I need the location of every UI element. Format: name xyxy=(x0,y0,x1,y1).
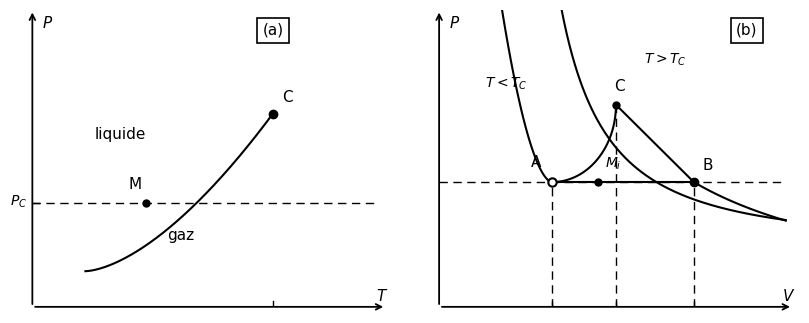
Text: B: B xyxy=(703,158,713,173)
Text: (a): (a) xyxy=(262,23,283,38)
Text: $M_i$: $M_i$ xyxy=(605,155,622,172)
Text: $T < T_C$: $T < T_C$ xyxy=(485,76,527,92)
Text: gaz: gaz xyxy=(167,228,194,243)
Text: P: P xyxy=(450,16,459,31)
Text: P: P xyxy=(43,16,53,31)
Text: $P_C$: $P_C$ xyxy=(10,193,27,210)
Text: M: M xyxy=(129,177,142,193)
Text: T: T xyxy=(376,289,385,304)
Text: C: C xyxy=(282,90,292,105)
Text: $T > T_C$: $T > T_C$ xyxy=(644,52,687,68)
Text: A: A xyxy=(532,155,542,170)
Text: C: C xyxy=(614,79,625,94)
Text: (b): (b) xyxy=(736,23,757,38)
Text: V: V xyxy=(782,289,793,304)
Text: liquide: liquide xyxy=(95,127,146,142)
